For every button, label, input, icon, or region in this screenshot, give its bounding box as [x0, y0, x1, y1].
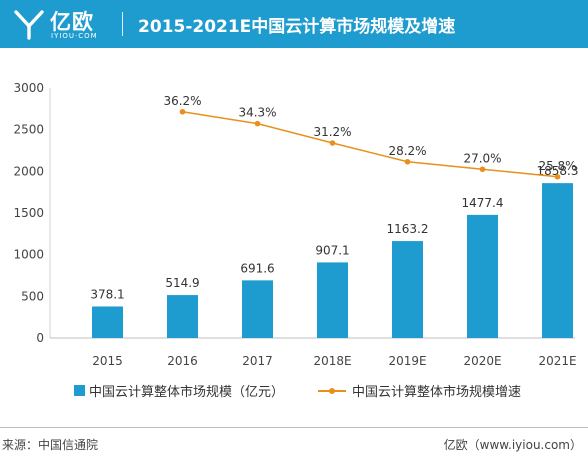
growth-rate-label: 27.0% — [463, 151, 501, 165]
bar — [467, 214, 498, 338]
y-tick-label: 0 — [36, 331, 44, 345]
y-tick-label: 1000 — [13, 248, 44, 262]
line-point — [179, 108, 186, 115]
bar — [392, 241, 423, 338]
legend-item-growth-rate: 中国云计算整体市场规模增速 — [318, 381, 521, 400]
bar-value-label: 1858.3 — [537, 164, 579, 178]
x-tick-label: 2017 — [242, 354, 273, 368]
y-tick-label: 2500 — [13, 123, 44, 137]
bar-value-labels: 378.1 514.9 691.6 907.1 1163.2 1477.4 1858.3 — [90, 164, 578, 301]
bar-value-label: 514.9 — [165, 276, 199, 290]
bar — [167, 295, 198, 338]
legend-line-swatch — [318, 387, 346, 394]
line-point — [554, 173, 561, 180]
x-tick-label: 2015 — [92, 354, 123, 368]
y-tick-label: 2000 — [13, 164, 44, 178]
header-banner: 亿欧 IYIOU·COM 2015-2021E中国云计算市场规模及增速 — [0, 0, 588, 48]
line-point — [404, 158, 411, 165]
growth-rate-label: 31.2% — [313, 125, 351, 139]
bar-series — [92, 183, 573, 338]
growth-rate-line — [182, 111, 558, 178]
source-note: 来源：中国信通院 — [2, 438, 99, 452]
bar — [542, 183, 573, 338]
credit-note: 亿欧（www.iyiou.com） — [443, 438, 582, 452]
growth-rate-label: 36.2% — [163, 94, 201, 108]
bar — [242, 280, 273, 338]
y-tick-labels: 0 500 1000 1500 2000 2500 3000 — [13, 81, 44, 345]
x-tick-label: 2020E — [463, 354, 501, 368]
x-tick-label: 2019E — [388, 354, 426, 368]
growth-rate-label: 28.2% — [388, 144, 426, 158]
line-point — [479, 166, 486, 173]
x-tick-labels: 2015 2016 2017 2018E 2019E 2020E 2021E — [92, 354, 576, 368]
y-tick-label: 3000 — [13, 81, 44, 95]
iyiou-logo-icon — [14, 10, 44, 40]
bar-value-label: 907.1 — [315, 243, 349, 257]
logo-text-en: IYIOU·COM — [51, 32, 98, 40]
x-tick-label: 2021E — [538, 354, 576, 368]
chart-canvas: 0 500 1000 1500 2000 2500 3000 378.1 514.9 691.6… — [13, 81, 578, 368]
growth-rate-label: 34.3% — [238, 106, 276, 120]
legend-label-growth-rate: 中国云计算整体市场规模增速 — [352, 385, 522, 400]
x-tick-label: 2016 — [167, 354, 198, 368]
chart-legend: 中国云计算整体市场规模（亿元） 中国云计算整体市场规模增速 — [0, 379, 588, 400]
y-tick-label: 500 — [21, 289, 44, 303]
header-divider — [122, 12, 123, 36]
legend-item-market-size: 中国云计算整体市场规模（亿元） — [74, 381, 284, 400]
bar-value-label: 691.6 — [240, 261, 274, 275]
line-point — [329, 140, 336, 146]
bar-value-label: 1163.2 — [387, 222, 429, 236]
y-tick-label: 1500 — [13, 206, 44, 220]
bar — [317, 262, 348, 338]
bar — [92, 306, 123, 338]
legend-bar-swatch — [74, 385, 85, 396]
growth-rate-label: 25.8% — [538, 159, 576, 173]
chart-title: 2015-2021E中国云计算市场规模及增速 — [138, 17, 456, 37]
growth-rate-points — [179, 108, 561, 180]
bar-value-label: 1477.4 — [462, 196, 504, 210]
growth-rate-labels: 36.2% 34.3% 31.2% 28.2% 27.0% 25.8% — [163, 94, 576, 173]
line-point — [254, 120, 261, 127]
legend-label-market-size: 中国云计算整体市场规模（亿元） — [89, 385, 285, 400]
bar-value-label: 378.1 — [90, 287, 124, 301]
x-tick-label: 2018E — [313, 354, 351, 368]
logo-text-cn: 亿欧 — [50, 10, 94, 34]
footer-divider — [0, 427, 588, 428]
